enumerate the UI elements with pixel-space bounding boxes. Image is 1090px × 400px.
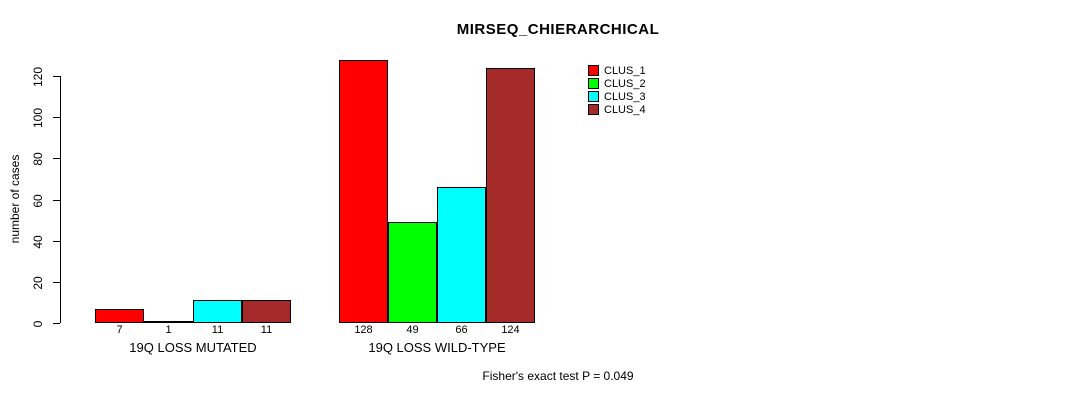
- bar-clus_3-group2: [437, 187, 486, 323]
- legend-row: CLUS_2: [588, 77, 646, 90]
- y-tick-mark: [53, 282, 60, 283]
- legend-label: CLUS_3: [604, 90, 646, 103]
- y-tick-mark: [53, 158, 60, 159]
- legend-swatch-icon: [588, 91, 599, 102]
- bar-clus_1-group2: [339, 60, 388, 323]
- y-tick-mark: [53, 117, 60, 118]
- legend-swatch-icon: [588, 65, 599, 76]
- bar-value-label: 124: [501, 324, 520, 336]
- legend-label: CLUS_2: [604, 77, 646, 90]
- legend-row: CLUS_1: [588, 64, 646, 77]
- y-tick-label: 0: [31, 320, 45, 327]
- bar-value-label: 1: [165, 324, 172, 336]
- y-tick-label: 80: [31, 151, 45, 166]
- y-tick-label: 60: [31, 193, 45, 208]
- y-tick-label: 120: [31, 66, 45, 87]
- legend-row: CLUS_4: [588, 103, 646, 116]
- y-tick-label: 20: [31, 275, 45, 290]
- y-tick-label: 40: [31, 234, 45, 249]
- bar-clus_1-group1: [95, 309, 144, 323]
- bar-clus_2-group1: [144, 321, 193, 323]
- y-tick-label: 100: [31, 107, 45, 128]
- bar-clus_3-group1: [193, 300, 242, 323]
- y-tick-mark: [53, 200, 60, 201]
- x-category-label: 19Q LOSS WILD-TYPE: [368, 340, 506, 355]
- y-axis-line: [60, 76, 61, 323]
- legend-label: CLUS_4: [604, 103, 646, 116]
- bar-value-label: 49: [406, 324, 419, 336]
- legend-swatch-icon: [588, 78, 599, 89]
- y-axis-label: number of cases: [8, 154, 22, 244]
- chart-title: MIRSEQ_CHIERARCHICAL: [456, 21, 660, 38]
- y-tick-mark: [53, 241, 60, 242]
- bar-clus_4-group2: [486, 68, 535, 323]
- bar-value-label: 66: [455, 324, 468, 336]
- x-category-label: 19Q LOSS MUTATED: [129, 340, 257, 355]
- bar-value-label: 7: [116, 324, 123, 336]
- y-tick-mark: [53, 323, 60, 324]
- bar-value-label: 128: [354, 324, 373, 336]
- legend-swatch-icon: [588, 104, 599, 115]
- legend-label: CLUS_1: [604, 64, 646, 77]
- bar-clus_4-group1: [242, 300, 291, 323]
- y-tick-mark: [53, 76, 60, 77]
- bar-value-label: 11: [260, 324, 273, 336]
- legend: CLUS_1 CLUS_2 CLUS_3 CLUS_4: [588, 64, 646, 116]
- legend-row: CLUS_3: [588, 90, 646, 103]
- annotation-text: Fisher's exact test P = 0.049: [482, 369, 634, 383]
- bar-clus_2-group2: [388, 222, 437, 323]
- bar-value-label: 11: [211, 324, 224, 336]
